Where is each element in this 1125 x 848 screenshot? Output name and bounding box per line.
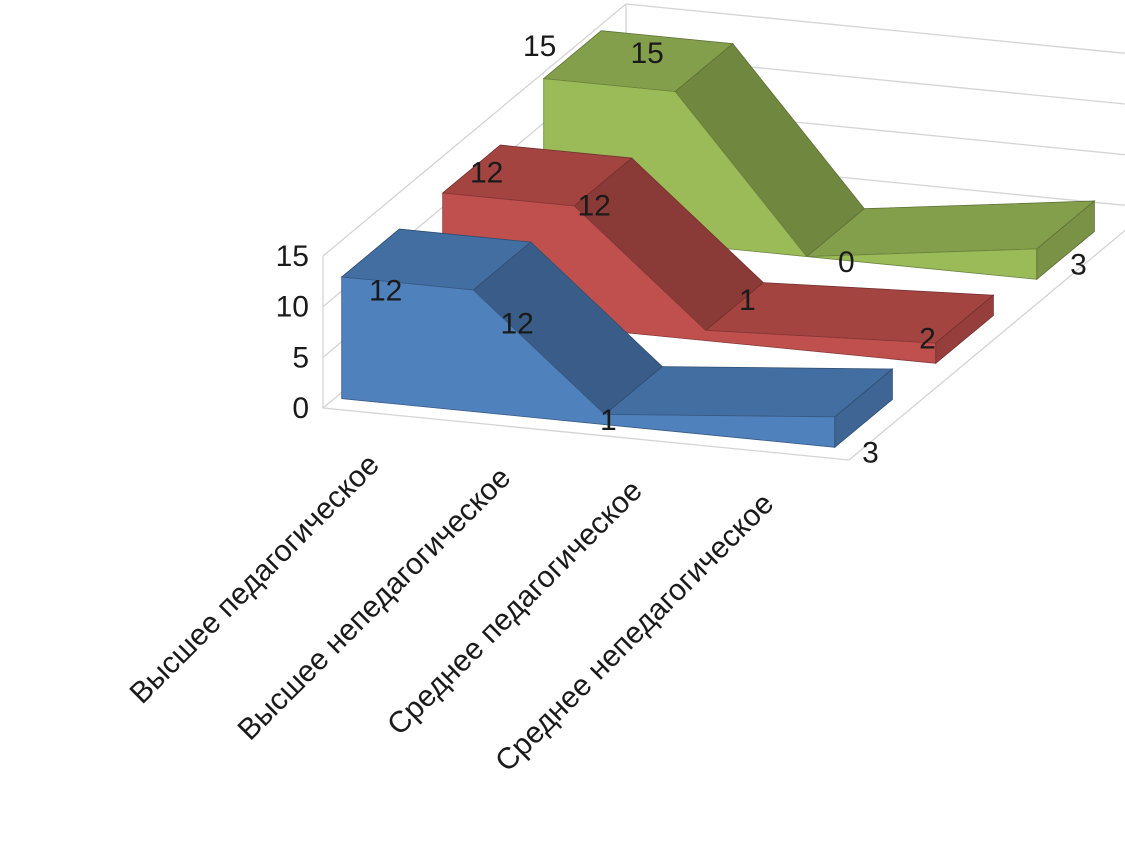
series-3-ribbon (542, 30, 1096, 281)
series-3-data-label: 3 (1070, 249, 1087, 282)
floor-right-edge (848, 229, 1125, 461)
y-tick-label: 15 (276, 240, 309, 273)
series-1-data-label: 1 (600, 404, 617, 437)
series-3-data-label: 0 (838, 246, 855, 279)
series-1-data-label: 3 (862, 437, 879, 470)
floor-front-edge (322, 407, 850, 461)
category-label: Высшее педагогическое (124, 448, 386, 710)
series-3-data-label: 15 (630, 37, 663, 70)
category-label: Высшее непедагогическое (232, 461, 518, 747)
y-tick-label: 10 (276, 291, 309, 324)
series-2-data-label: 12 (577, 190, 610, 223)
series-2-data-label: 12 (470, 157, 503, 190)
series-3-end-face (1036, 200, 1095, 281)
y-tick-label: 5 (292, 341, 309, 374)
category-label: Среднее педагогическое (381, 474, 649, 742)
y-tick-label: 0 (292, 392, 309, 425)
series-3-data-label: 15 (523, 30, 556, 63)
y-axis: 0 5 10 15 (276, 240, 309, 425)
series-1-data-label: 12 (500, 308, 533, 341)
series-2-end-face (935, 294, 994, 365)
series-1-ribbon (340, 228, 894, 449)
series-group (340, 30, 1096, 449)
series-2-data-label: 1 (739, 284, 756, 317)
back-gridline (625, 3, 1125, 54)
series-1-data-label: 12 (369, 275, 402, 308)
category-label: Среднее непедагогическое (489, 487, 780, 778)
series-2-data-label: 2 (919, 323, 936, 356)
side-gridline (322, 3, 627, 257)
series-1-end-face (834, 368, 893, 449)
